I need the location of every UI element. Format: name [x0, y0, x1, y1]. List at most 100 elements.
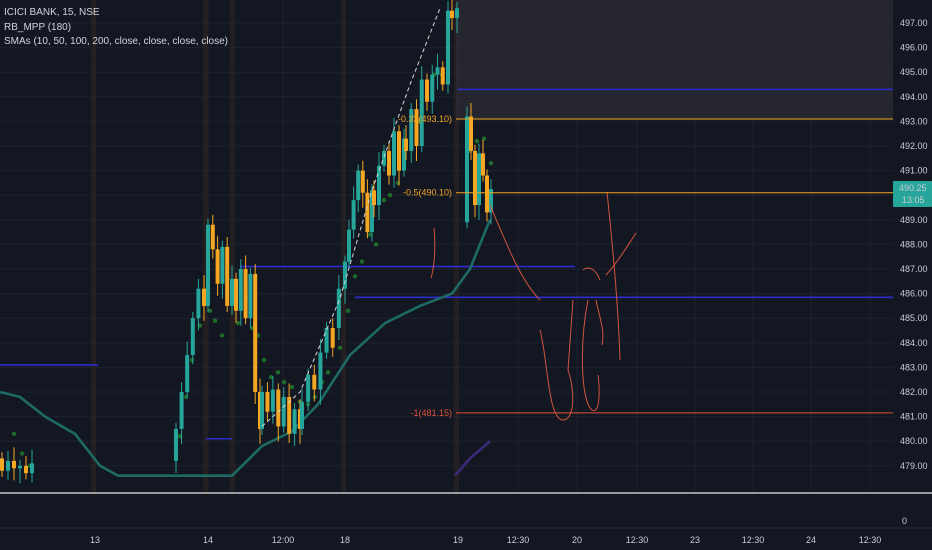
candle-body[interactable]	[0, 458, 4, 471]
freehand-stroke[interactable]	[605, 232, 637, 276]
freehand-stroke[interactable]	[539, 299, 574, 421]
price-tick-label: 483.00	[900, 362, 928, 372]
freehand-stroke[interactable]	[489, 204, 541, 301]
freehand-stroke[interactable]	[606, 191, 621, 361]
candle-body[interactable]	[238, 269, 243, 311]
candle-body[interactable]	[234, 278, 238, 311]
candle-body[interactable]	[419, 79, 424, 146]
candle-body[interactable]	[446, 10, 450, 85]
candle-body[interactable]	[430, 74, 435, 102]
candle-body[interactable]	[477, 153, 481, 206]
price-tick-label: 495.00	[900, 67, 928, 77]
candle-body[interactable]	[260, 392, 264, 429]
candle-body[interactable]	[6, 460, 10, 471]
time-axis[interactable]: 13 14 12:00 18 19 12:30 20 12:30 23 12:30 24 12:30	[0, 527, 932, 545]
price-tick-label: 484.00	[900, 338, 928, 348]
candle-body[interactable]	[292, 409, 297, 434]
price-tick-label: 494.00	[900, 92, 928, 102]
candle-body[interactable]	[225, 246, 230, 306]
price-tick-label: 493.00	[900, 116, 928, 126]
candle-body[interactable]	[397, 131, 401, 171]
candle-body[interactable]	[377, 165, 381, 206]
candle-body[interactable]	[347, 229, 351, 262]
candle-body[interactable]	[324, 328, 329, 353]
candle-body[interactable]	[24, 465, 28, 474]
freehand-stroke[interactable]	[582, 267, 601, 281]
freehand-stroke[interactable]	[430, 227, 436, 279]
candle-body[interactable]	[435, 67, 440, 75]
candle-body[interactable]	[473, 150, 477, 206]
candle-body[interactable]	[196, 288, 201, 319]
candle-body[interactable]	[485, 175, 489, 213]
candle-body[interactable]	[343, 261, 347, 289]
sma-fast-line[interactable]	[454, 440, 491, 477]
candle-body[interactable]	[18, 465, 22, 469]
fib-levels[interactable]: -0.33(493.10) -0.5(490.10) -1(481.15)	[398, 114, 893, 418]
candle-body[interactable]	[270, 389, 275, 412]
candle-body[interactable]	[392, 131, 396, 176]
candle-body[interactable]	[210, 224, 215, 250]
candle-body[interactable]	[440, 67, 445, 85]
candle-body[interactable]	[174, 428, 178, 461]
trend-dashed-line[interactable]	[261, 8, 441, 427]
candle-body[interactable]	[489, 189, 493, 213]
sma-200-line[interactable]	[0, 219, 492, 477]
candle-body[interactable]	[318, 352, 323, 390]
candle-body[interactable]	[404, 138, 408, 151]
candle-body[interactable]	[206, 224, 210, 306]
candle-body[interactable]	[265, 392, 270, 412]
candle-body[interactable]	[185, 355, 190, 392]
candle-body[interactable]	[360, 170, 365, 193]
candle-body[interactable]	[300, 401, 304, 429]
candle-body[interactable]	[387, 150, 391, 176]
candle-body[interactable]	[215, 249, 220, 284]
candle-body[interactable]	[425, 79, 429, 102]
candle-body[interactable]	[372, 190, 376, 206]
candle-body[interactable]	[402, 138, 406, 171]
candle-body[interactable]	[469, 116, 473, 151]
candle-body[interactable]	[365, 192, 370, 233]
candle-body[interactable]	[30, 463, 34, 474]
candle-body[interactable]	[370, 190, 374, 233]
candle-body[interactable]	[312, 374, 317, 390]
candle-body[interactable]	[220, 246, 225, 284]
time-tick-label: 13	[90, 535, 100, 545]
candle-body[interactable]	[179, 392, 184, 429]
candle-body[interactable]	[330, 328, 335, 348]
candle-body[interactable]	[243, 269, 248, 319]
candle-body[interactable]	[306, 374, 311, 402]
candle-body[interactable]	[190, 318, 195, 356]
freehand-stroke[interactable]	[581, 299, 600, 412]
candle-body[interactable]	[12, 460, 16, 469]
price-tick-label: 488.00	[900, 239, 928, 249]
candle-body[interactable]	[356, 170, 361, 201]
candle-body[interactable]	[248, 273, 253, 319]
trend-drawings[interactable]	[261, 8, 637, 427]
candle-body[interactable]	[450, 10, 454, 19]
candle-body[interactable]	[409, 109, 414, 151]
candles[interactable]	[0, 0, 493, 484]
candle-body[interactable]	[382, 150, 386, 166]
freehand-stroke[interactable]	[595, 299, 604, 346]
candle-body[interactable]	[276, 389, 281, 427]
candle-body[interactable]	[465, 116, 469, 223]
candle-body[interactable]	[336, 288, 341, 329]
candle-body[interactable]	[351, 200, 356, 230]
current-price-badge[interactable]	[893, 181, 932, 208]
candle-body[interactable]	[202, 288, 206, 306]
indicator-smas[interactable]: SMAs (10, 50, 100, 200, close, close, cl…	[4, 36, 228, 47]
candle-body[interactable]	[230, 278, 234, 306]
candle-body[interactable]	[253, 273, 258, 392]
session-band	[454, 0, 459, 493]
psar-dot	[345, 308, 351, 314]
price-axis[interactable]: 497.00 496.00 495.00 494.00 493.00 492.00 491.…	[0, 0, 932, 526]
time-tick-label: 12:00	[272, 535, 295, 545]
candle-body[interactable]	[281, 396, 286, 427]
candle-body[interactable]	[287, 396, 292, 434]
indicator-rb-mpp[interactable]: RB_MPP (180)	[4, 21, 72, 33]
candle-body[interactable]	[481, 153, 485, 176]
candle-body[interactable]	[414, 109, 419, 146]
candle-body[interactable]	[455, 8, 459, 19]
symbol-title[interactable]: ICICI BANK, 15, NSE	[4, 7, 100, 18]
